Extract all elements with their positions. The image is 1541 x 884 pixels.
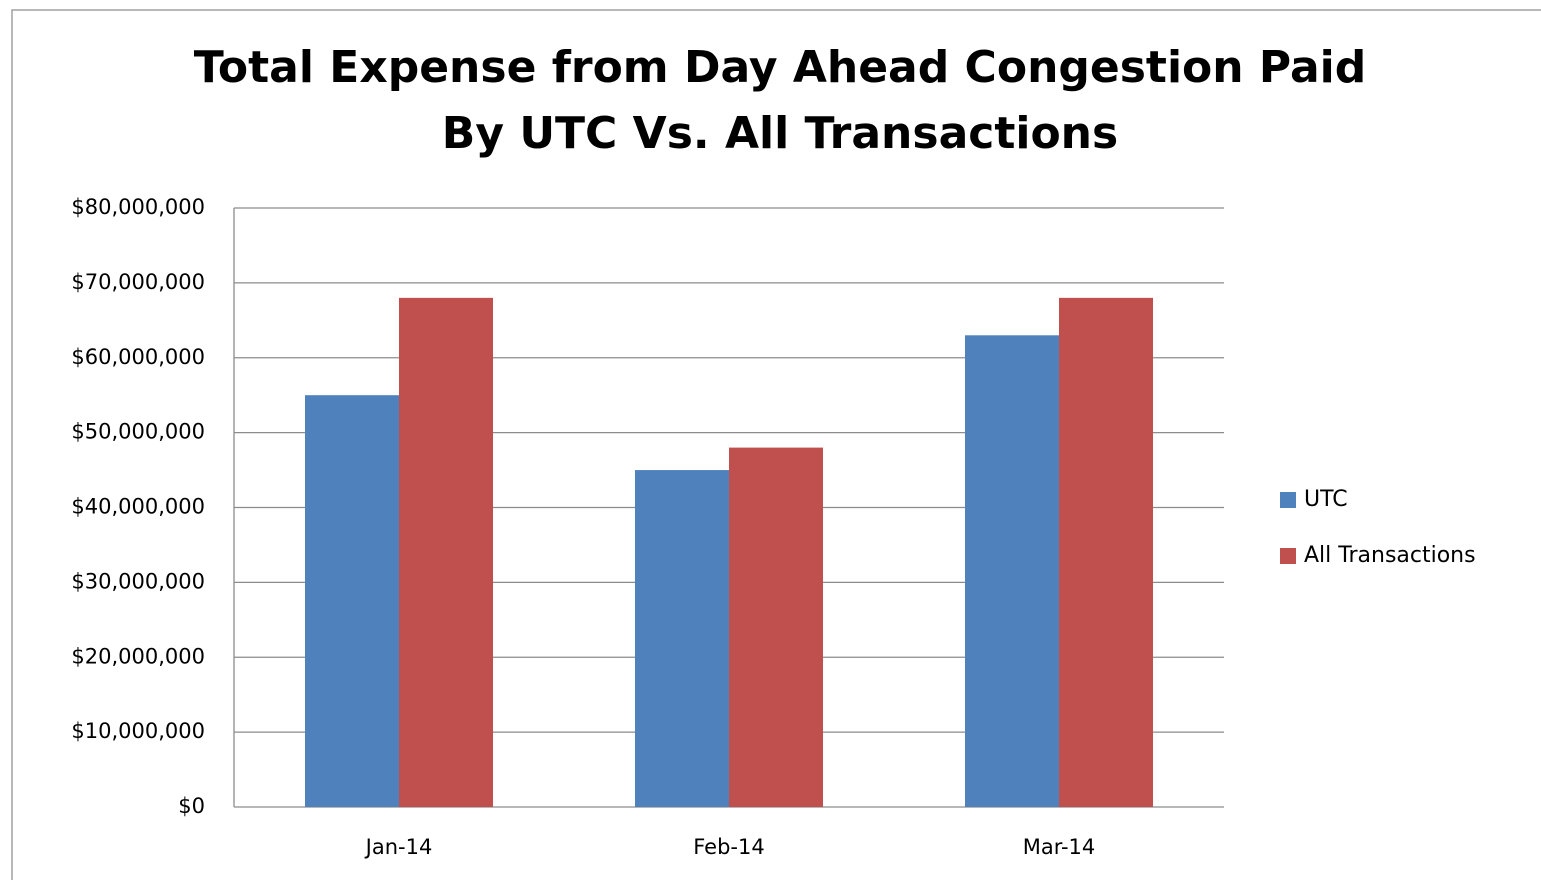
y-tick-label: $0 [178,794,205,818]
legend-swatch [1280,548,1296,564]
bar [1059,297,1153,807]
y-tick-label: $80,000,000 [71,195,205,219]
bar [305,395,399,807]
x-tick-label: Feb-14 [693,835,764,859]
x-tick-label: Mar-14 [1023,835,1096,859]
legend-label: UTC [1304,487,1348,512]
x-tick-label: Jan-14 [364,835,433,859]
bar [635,470,729,807]
legend-label: All Transactions [1304,543,1476,568]
y-tick-label: $30,000,000 [71,569,205,593]
legend-swatch [1280,492,1296,508]
y-tick-label: $70,000,000 [71,270,205,294]
y-tick-label: $20,000,000 [71,644,205,668]
y-tick-label: $50,000,000 [71,420,205,444]
bar [729,447,823,807]
bar [399,297,493,807]
y-tick-label: $10,000,000 [71,719,205,743]
bar [965,335,1059,807]
chart-title: Total Expense from Day Ahead Congestion … [194,42,1367,93]
y-tick-label: $60,000,000 [71,345,205,369]
y-tick-label: $40,000,000 [71,495,205,519]
chart-title: By UTC Vs. All Transactions [442,108,1118,159]
